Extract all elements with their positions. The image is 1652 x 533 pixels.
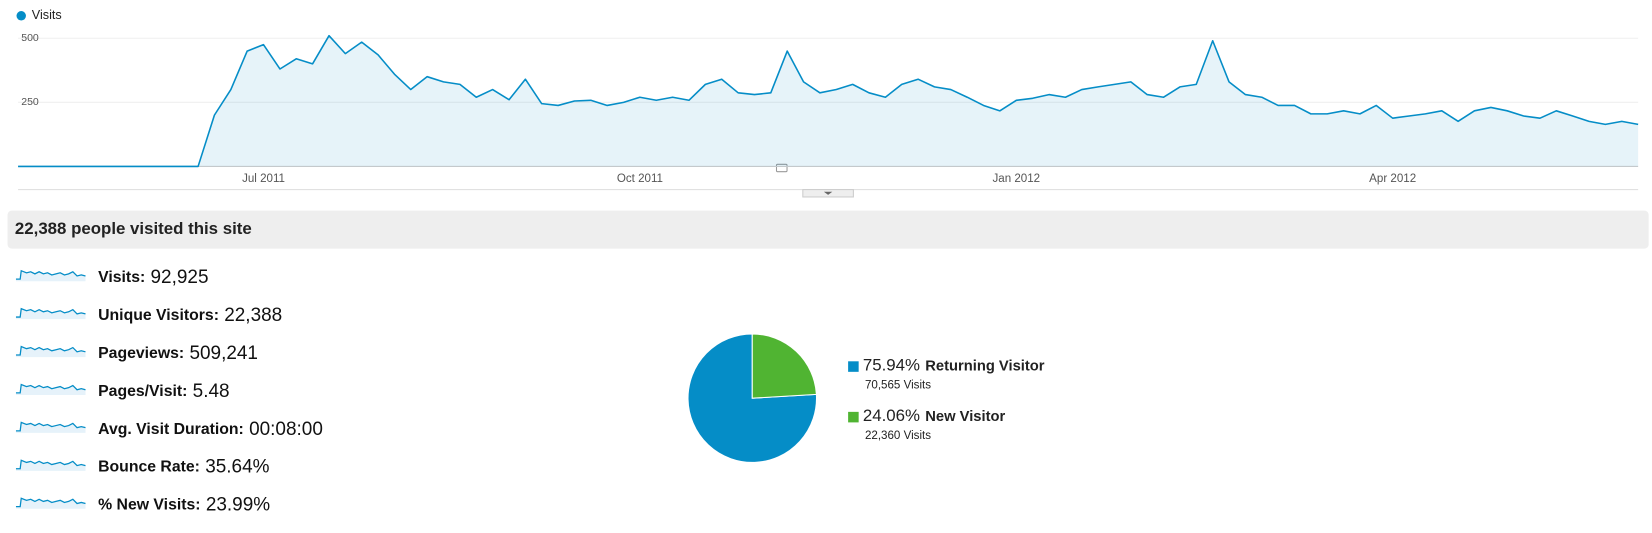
metric-label: Avg. Visit Duration: bbox=[98, 421, 244, 438]
x-tick-label: Jan 2012 bbox=[992, 173, 1040, 185]
expand-arrow[interactable] bbox=[823, 191, 833, 195]
metric-text: Unique Visitors: 22,388 bbox=[98, 305, 282, 326]
metric-label: Unique Visitors: bbox=[98, 307, 219, 324]
metric-row: Bounce Rate: 35.64% bbox=[15, 457, 270, 478]
metric-row: Visits: 92,925 bbox=[15, 267, 209, 288]
metric-text: Visits: 92,925 bbox=[98, 267, 208, 288]
legend-percent: 75.94% bbox=[863, 356, 920, 375]
y-tick-label: 250 bbox=[21, 96, 39, 108]
metric-value: 92,925 bbox=[151, 267, 209, 288]
metric-label: Visits: bbox=[98, 269, 145, 286]
metric-value: 00:08:00 bbox=[249, 419, 323, 440]
legend-sublabel: 70,565 Visits bbox=[865, 380, 931, 392]
pie-slice bbox=[751, 333, 817, 399]
series-line bbox=[18, 34, 1639, 168]
x-tick-label: Jul 2011 bbox=[242, 173, 285, 185]
metric-value: 23.99% bbox=[206, 495, 270, 516]
legend-text: 24.06% New Visitor bbox=[863, 407, 1006, 426]
legend-swatch bbox=[848, 411, 859, 423]
legend-sublabel: 22,360 Visits bbox=[865, 430, 931, 442]
visits-chart: 250 500 Jul 2011 Oct 2011 Jan 2012 Apr 2012 Vi… bbox=[16, 8, 1639, 185]
metric-value: 5.48 bbox=[193, 381, 230, 402]
metric-value: 35.64% bbox=[205, 457, 269, 478]
legend-label: Visits bbox=[32, 8, 62, 22]
series-area bbox=[18, 35, 1639, 167]
metric-label: Bounce Rate: bbox=[98, 459, 200, 476]
visitor-pie: 75.94% Returning Visitor 70,565 Visits 24.0… bbox=[687, 333, 1045, 463]
metric-text: Pageviews: 509,241 bbox=[98, 343, 258, 364]
sparkline bbox=[15, 497, 86, 508]
sparkline bbox=[15, 383, 86, 394]
metric-row: Unique Visitors: 22,388 bbox=[15, 305, 282, 326]
summary-title: 22,388 people visited this site bbox=[15, 219, 252, 238]
expand-tab[interactable] bbox=[802, 189, 854, 198]
summary-header-bg bbox=[7, 210, 1649, 249]
metric-text: % New Visits: 23.99% bbox=[98, 495, 270, 516]
metric-text: Bounce Rate: 35.64% bbox=[98, 457, 270, 478]
y-tick-label: 500 bbox=[21, 32, 39, 44]
x-tick-label: Oct 2011 bbox=[617, 173, 663, 185]
metric-row: Pages/Visit: 5.48 bbox=[15, 381, 230, 402]
sparkline bbox=[15, 459, 86, 470]
metric-value: 22,388 bbox=[224, 305, 282, 326]
metric-row: Avg. Visit Duration: 00:08:00 bbox=[15, 419, 323, 440]
legend-name: New Visitor bbox=[925, 409, 1005, 425]
metric-label: Pages/Visit: bbox=[98, 383, 187, 400]
metric-value: 509,241 bbox=[189, 343, 258, 364]
legend-swatch bbox=[848, 361, 859, 372]
legend-marker bbox=[16, 11, 26, 21]
legend-percent: 24.06% bbox=[863, 407, 920, 426]
metric-label: Pageviews: bbox=[98, 345, 184, 362]
metric-text: Pages/Visit: 5.48 bbox=[98, 381, 229, 402]
metric-row: Pageviews: 509,241 bbox=[15, 343, 258, 364]
legend-name: Returning Visitor bbox=[925, 358, 1045, 374]
sparkline bbox=[15, 307, 86, 318]
x-tick-label: Apr 2012 bbox=[1369, 173, 1416, 185]
sparkline bbox=[15, 421, 86, 432]
sparkline bbox=[15, 345, 86, 356]
metric-label: % New Visits: bbox=[98, 497, 200, 514]
metrics: Visits: 92,925 Unique Visitors: 22,388 Pagev… bbox=[15, 267, 323, 516]
metric-text: Avg. Visit Duration: 00:08:00 bbox=[98, 419, 323, 440]
sparkline bbox=[15, 269, 86, 280]
metric-row: % New Visits: 23.99% bbox=[15, 495, 270, 516]
legend-text: 75.94% Returning Visitor bbox=[863, 356, 1045, 375]
